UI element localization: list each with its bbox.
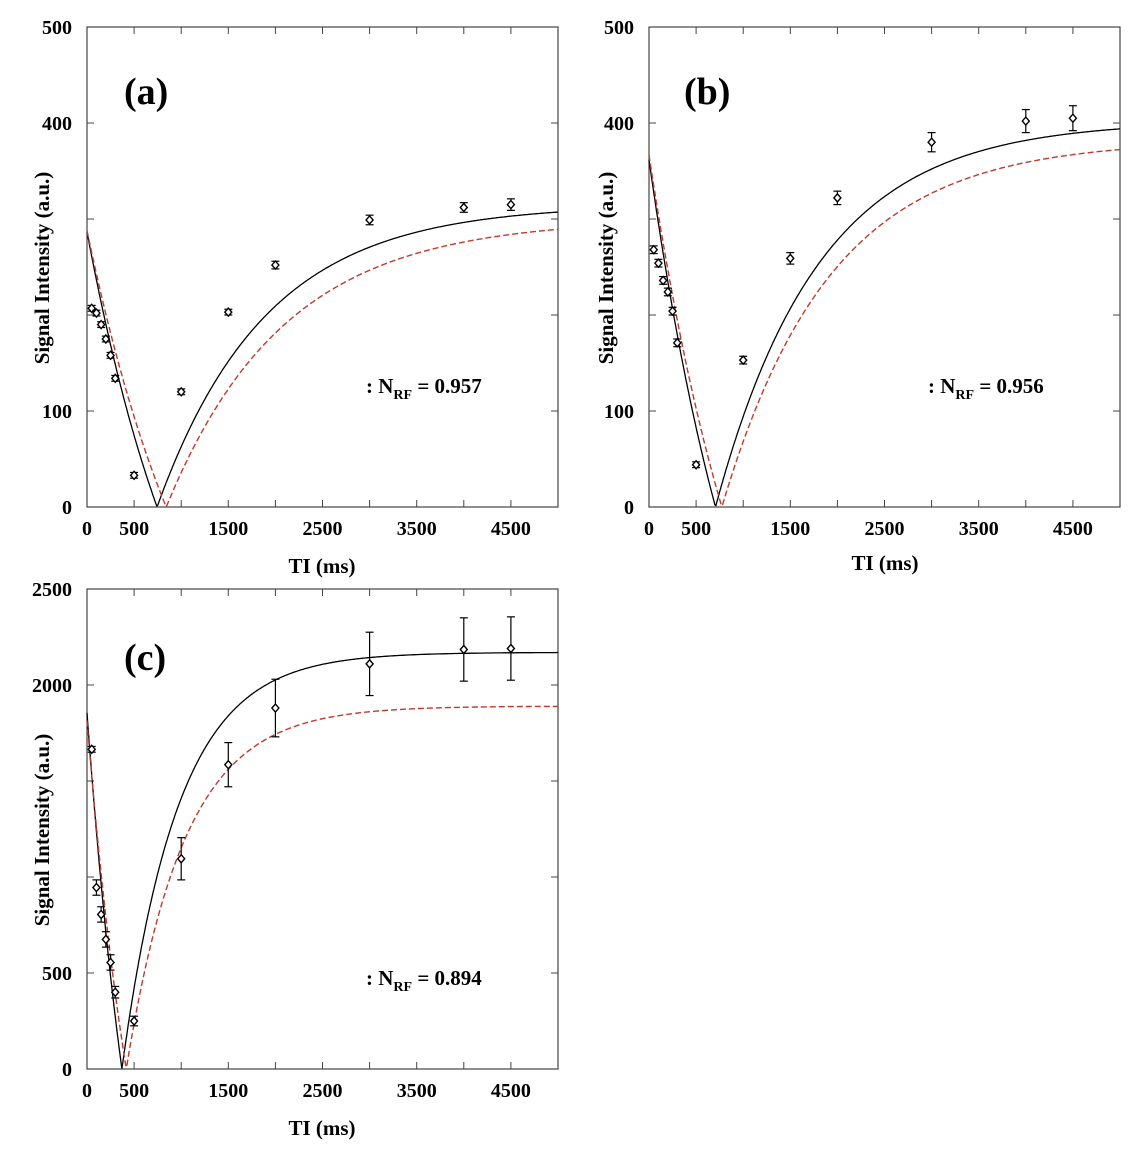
panel-c: (c) TI (ms) Signal Intensity (a.u.) : NR… [30, 579, 559, 1140]
data-point [96, 909, 106, 920]
data-point [270, 260, 280, 271]
data-point [691, 459, 701, 470]
data-point [663, 286, 673, 298]
data-point [110, 373, 120, 384]
data-point [658, 275, 668, 286]
y-tick-label: 100 [42, 401, 72, 423]
data-point [223, 307, 233, 318]
x-tick-label: 4500 [491, 1080, 531, 1102]
x-tick-label: 4500 [1053, 518, 1093, 540]
data-point [1068, 113, 1078, 124]
panel-a: (a) TI (ms) Signal Intensity (a.u.) : NR… [30, 17, 559, 578]
x-tick-label: 1500 [770, 518, 810, 540]
y-tick-label: 2500 [32, 579, 72, 601]
dashed-fit-curve [86, 228, 559, 509]
y-tick-label: 100 [604, 401, 634, 423]
y-tick-label: 0 [624, 497, 634, 519]
y-tick-label: 400 [42, 113, 72, 135]
data-point [668, 306, 677, 317]
data-point [785, 253, 795, 264]
x-tick-label: 0 [82, 518, 92, 540]
data-point [110, 987, 120, 998]
x-axis-label: TI (ms) [288, 1116, 355, 1140]
y-axis-label: Signal Intensity (a.u.) [30, 172, 54, 365]
panel-label: (b) [684, 71, 730, 113]
data-point [106, 350, 115, 361]
x-tick-label: 500 [681, 518, 711, 540]
panel-b: (b) TI (ms) Signal Intensity (a.u.) : NR… [594, 17, 1121, 575]
y-tick-label: 0 [62, 1059, 72, 1081]
data-point [506, 199, 516, 210]
data-point [87, 744, 97, 755]
data-point [176, 386, 186, 397]
data-point [101, 934, 111, 945]
y-tick-label: 400 [604, 113, 634, 135]
nrf-annotation: : NRF = 0.956 [928, 374, 1044, 403]
y-axis-label: Signal Intensity (a.u.) [594, 172, 618, 365]
x-tick-label: 1500 [208, 1080, 248, 1102]
data-point [91, 882, 101, 893]
x-tick-label: 500 [119, 1080, 149, 1102]
y-tick-label: 500 [604, 17, 634, 39]
x-tick-label: 4500 [491, 518, 531, 540]
data-point [176, 853, 186, 864]
x-tick-label: 2500 [303, 1080, 343, 1102]
data-point [129, 1015, 139, 1027]
x-tick-label: 500 [119, 518, 149, 540]
x-tick-label: 2500 [865, 518, 905, 540]
x-tick-label: 3500 [959, 518, 999, 540]
panel-label: (a) [124, 71, 168, 113]
x-tick-label: 3500 [397, 518, 437, 540]
data-point [672, 337, 682, 348]
data-point [738, 355, 748, 366]
y-tick-label: 0 [62, 497, 72, 519]
x-tick-label: 2500 [303, 518, 343, 540]
data-point [106, 957, 115, 968]
nrf-annotation: : NRF = 0.957 [366, 374, 482, 403]
data-point [101, 333, 111, 345]
dashed-fit-curve [86, 705, 558, 1071]
x-axis-label: TI (ms) [851, 551, 918, 575]
x-tick-label: 0 [644, 518, 654, 540]
y-axis-label: Signal Intensity (a.u.) [30, 734, 54, 927]
data-point [649, 244, 659, 255]
x-axis-label: TI (ms) [288, 554, 355, 578]
dashed-fit-curve [648, 148, 1121, 507]
data-point [459, 202, 469, 213]
data-point [96, 319, 106, 330]
solid-fit-curve [648, 128, 1120, 507]
data-point [223, 759, 233, 770]
data-point [365, 214, 375, 226]
data-point [653, 258, 663, 269]
x-tick-label: 1500 [208, 518, 248, 540]
data-point [365, 658, 375, 669]
panel-label: (c) [124, 637, 166, 679]
data-point [832, 192, 842, 203]
data-point [506, 643, 516, 654]
y-tick-label: 2000 [32, 675, 72, 697]
data-point [270, 702, 280, 714]
nrf-annotation: : NRF = 0.894 [366, 966, 482, 995]
data-point [129, 470, 139, 481]
data-point [1021, 116, 1031, 127]
x-tick-label: 0 [82, 1080, 92, 1102]
data-point [927, 137, 937, 148]
x-tick-label: 3500 [397, 1080, 437, 1102]
solid-fit-curve [86, 651, 558, 1069]
y-tick-label: 500 [42, 963, 72, 985]
y-tick-label: 500 [42, 17, 72, 39]
data-point [91, 308, 101, 319]
data-point [459, 644, 469, 655]
solid-fit-curve [86, 211, 558, 507]
